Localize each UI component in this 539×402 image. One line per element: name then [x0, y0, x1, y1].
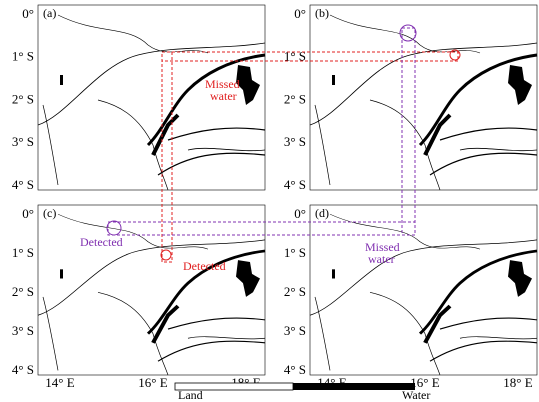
annotation: Detected — [183, 259, 226, 273]
y-axis-label: 0° — [294, 6, 306, 21]
map-frame — [310, 5, 537, 190]
map-frame — [38, 205, 265, 375]
y-axis-label: 4° S — [12, 362, 34, 377]
y-axis-label: 3° S — [284, 134, 306, 149]
y-axis-label: 0° — [294, 206, 306, 221]
y-axis-label: 3° S — [12, 134, 34, 149]
y-axis-label: 3° S — [12, 323, 34, 338]
panel-label: (d) — [315, 206, 329, 220]
y-axis-label: 0° — [22, 206, 34, 221]
y-axis-label: 1° S — [12, 245, 34, 260]
y-axis-label: 1° S — [12, 49, 34, 64]
x-axis-label: 14° E — [45, 375, 74, 390]
y-axis-label: 4° S — [284, 362, 306, 377]
y-axis-label: 2° S — [284, 284, 306, 299]
y-axis-label: 1° S — [284, 245, 306, 260]
annotation: water — [368, 252, 395, 266]
y-axis-label: 3° S — [284, 323, 306, 338]
legend: Land Water — [175, 383, 430, 402]
annotation: water — [210, 89, 237, 103]
legend-label: Water — [402, 388, 430, 402]
y-axis-label: 2° S — [12, 91, 34, 106]
y-axis-label: 2° S — [12, 284, 34, 299]
panel-label: (a) — [43, 6, 56, 20]
y-axis-label: 0° — [22, 6, 34, 21]
map-frame — [310, 205, 537, 375]
x-axis-label: 18° E — [503, 375, 532, 390]
panel-label: (b) — [315, 6, 329, 20]
figure: (a) 0° 1° S 2° S 3° S 4° S (b) 0° 1° S 2° S 3° S 4°… — [0, 0, 539, 402]
y-axis-label: 2° S — [284, 91, 306, 106]
panel-label: (c) — [43, 206, 56, 220]
legend-water — [293, 383, 415, 390]
y-axis-label: 4° S — [12, 177, 34, 192]
annotation: Detected — [80, 235, 123, 249]
legend-label: Land — [178, 388, 203, 402]
x-axis-label: 16° E — [138, 375, 167, 390]
y-axis-label: 4° S — [284, 177, 306, 192]
